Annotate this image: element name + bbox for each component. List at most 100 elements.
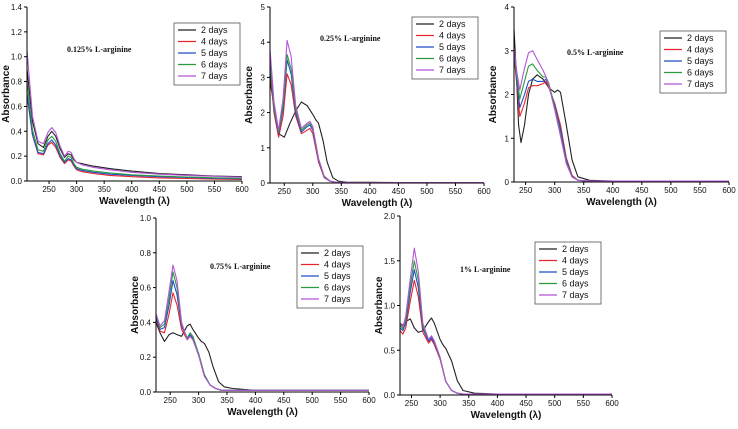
panel-title: 0.25% L-arginine: [320, 34, 381, 43]
y-tick-label: 1: [261, 144, 266, 153]
y-tick-label: 0.5: [384, 346, 396, 355]
panel-title: 0.5% L-arginine: [567, 48, 624, 57]
x-tick-label: 450: [519, 399, 533, 408]
y-tick-label: 0.2: [140, 353, 152, 362]
x-axis-title: Wavelength (λ): [471, 410, 542, 421]
x-tick-label: 600: [235, 185, 249, 194]
x-tick-label: 400: [363, 187, 377, 196]
legend-entry: 4 days: [687, 45, 714, 55]
legend-entry: 5 days: [201, 48, 228, 58]
panel-title: 0.75% L-arginine: [210, 262, 271, 271]
legend-entry: 4 days: [324, 260, 351, 270]
y-tick-label: 0.4: [11, 127, 23, 136]
y-tick-label: 5: [261, 3, 266, 12]
y-tick-label: 1.0: [384, 302, 396, 311]
x-tick-label: 300: [306, 187, 320, 196]
chart-panel-4: 250 300 350 400 450 500 550 600 0.0 0.2 0.4 0.6 0.8 1…: [130, 214, 376, 418]
x-tick-label: 250: [519, 186, 533, 195]
series-line-2-days: [27, 69, 242, 178]
y-tick-label: 0.2: [11, 152, 23, 161]
chart-panel-3: 250 300 350 400 450 500 550 600 0 1 2 3 4 Wavelength …: [488, 3, 736, 208]
y-tick-label: 1.2: [11, 28, 23, 37]
y-axis-title: Absorbance: [374, 276, 385, 334]
panel-title: 0.125% L-arginine: [67, 45, 132, 54]
series-line-2-days: [400, 317, 612, 395]
x-tick-label: 300: [70, 185, 84, 194]
chart-panel-2: 250 300 350 400 450 500 550 600 0 1 2 3 4 5 Wavelength…: [244, 3, 491, 209]
x-tick-label: 500: [180, 185, 194, 194]
legend-box: [659, 30, 727, 94]
series-line-7-days: [514, 46, 729, 182]
chart-panel-1: 250 300 350 400 450 500 550 600 0.0 0.2 0.4 0.6 0.8 1…: [1, 3, 249, 207]
y-tick-label: 0.0: [140, 388, 152, 397]
y-tick-label: 0.6: [140, 284, 152, 293]
x-tick-label: 550: [693, 186, 707, 195]
series-line-6-days: [27, 81, 242, 180]
y-tick-label: 2.0: [384, 212, 396, 221]
x-tick-label: 400: [491, 399, 505, 408]
x-tick-label: 250: [278, 187, 292, 196]
x-tick-label: 350: [335, 187, 349, 196]
y-tick-label: 1.0: [140, 214, 152, 223]
y-tick-label: 0.8: [11, 78, 23, 87]
y-axis-title: Absorbance: [488, 65, 499, 123]
x-axis-title: Wavelength (λ): [586, 197, 657, 208]
legend-entry: 5 days: [687, 56, 714, 66]
series-line-7-days: [27, 50, 242, 178]
panel-title: 1% L-arginine: [460, 265, 511, 274]
y-tick-label: 0.6: [11, 102, 23, 111]
x-axis-title: Wavelength (λ): [342, 198, 413, 209]
y-tick-label: 4: [505, 3, 510, 12]
x-tick-label: 250: [164, 396, 178, 405]
y-tick-label: 1.5: [384, 257, 396, 266]
y-tick-label: 1: [505, 134, 510, 143]
legend-entry: 6 days: [439, 54, 466, 64]
y-tick-label: 1.0: [11, 53, 23, 62]
series-line-7-days: [400, 247, 612, 395]
legend-entry: 2 days: [439, 19, 466, 29]
legend-entry: 5 days: [562, 267, 589, 277]
x-tick-label: 350: [577, 186, 591, 195]
x-tick-label: 400: [606, 186, 620, 195]
x-tick-label: 400: [249, 396, 263, 405]
legend-entry: 7 days: [439, 65, 466, 75]
y-tick-label: 0: [505, 178, 510, 187]
x-tick-label: 500: [420, 187, 434, 196]
legend-entry: 5 days: [324, 271, 351, 281]
y-tick-label: 0.0: [384, 391, 396, 400]
legend-entry: 5 days: [439, 42, 466, 52]
legend-box: [173, 22, 241, 86]
x-tick-label: 300: [192, 396, 206, 405]
x-tick-label: 350: [97, 185, 111, 194]
x-axis-title: Wavelength (λ): [99, 196, 170, 207]
y-axis-title: Absorbance: [1, 65, 12, 123]
x-tick-label: 300: [433, 399, 447, 408]
legend-entry: 6 days: [687, 68, 714, 78]
x-tick-label: 500: [548, 399, 562, 408]
chart-panel-5: 250 300 350 400 450 500 550 600 0.0 0.5 1.0 1.5 2.0 W…: [374, 212, 619, 421]
series-line-4-days: [27, 93, 242, 181]
y-tick-label: 4: [261, 38, 266, 47]
legend-entry: 6 days: [562, 279, 589, 289]
y-tick-label: 0.8: [140, 249, 152, 258]
legend-entry: 7 days: [562, 290, 589, 300]
legend-entry: 2 days: [687, 33, 714, 43]
y-tick-label: 2: [505, 91, 510, 100]
legend-box: [534, 241, 602, 305]
legend-entry: 2 days: [201, 25, 228, 35]
y-tick-label: 3: [261, 73, 266, 82]
x-tick-label: 500: [664, 186, 678, 195]
x-tick-label: 400: [125, 185, 139, 194]
x-tick-label: 550: [577, 399, 591, 408]
y-axis-title: Absorbance: [130, 276, 141, 334]
x-tick-label: 550: [208, 185, 222, 194]
legend-box: [296, 245, 364, 309]
legend-entry: 6 days: [201, 60, 228, 70]
series-line-4-days: [270, 70, 484, 183]
